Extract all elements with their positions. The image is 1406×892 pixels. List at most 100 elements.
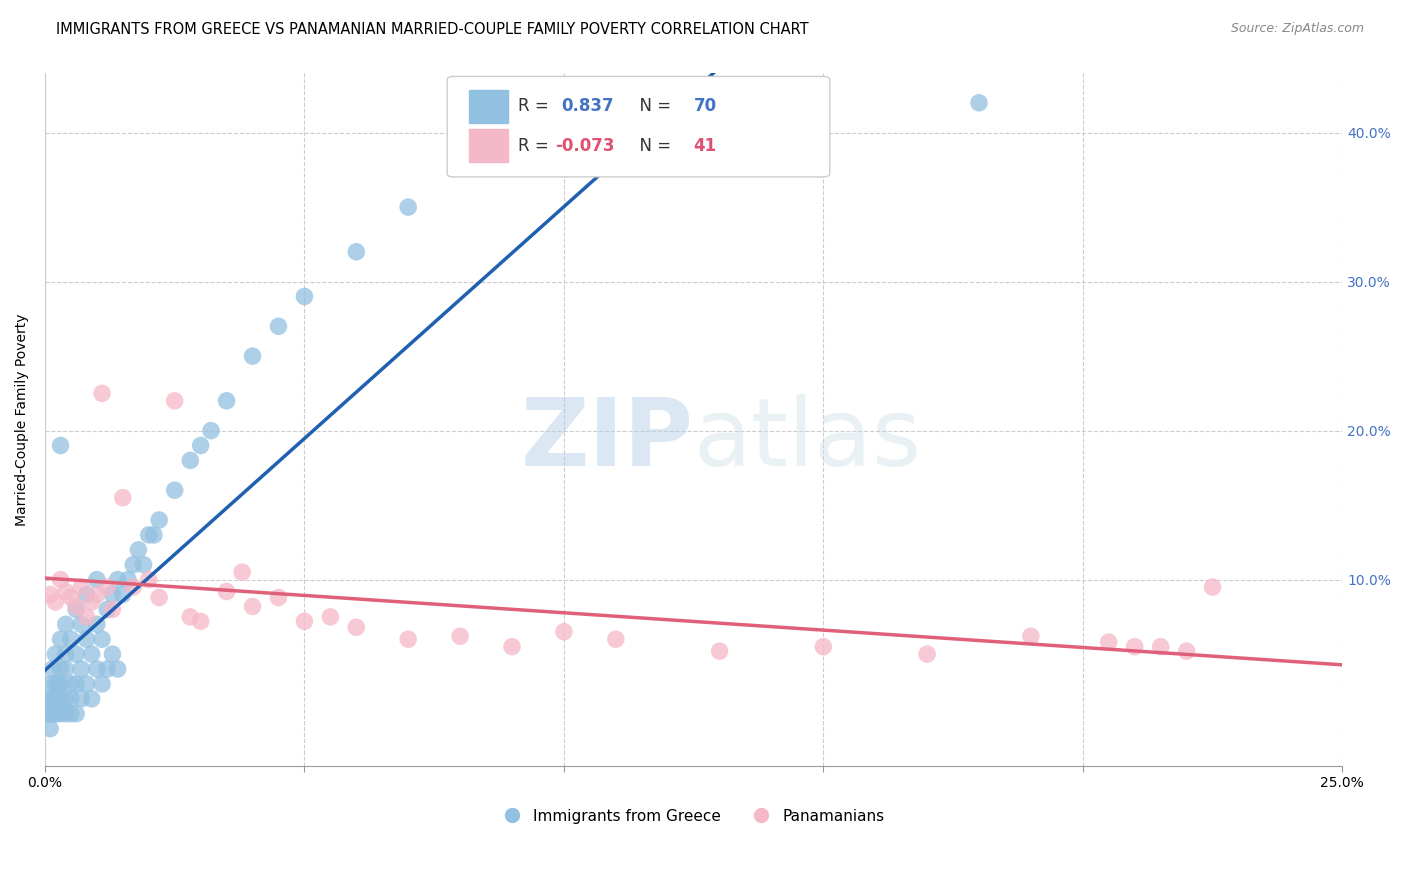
Point	[107, 662, 129, 676]
Point	[396, 200, 419, 214]
Point	[148, 591, 170, 605]
Point	[65, 647, 87, 661]
Point	[231, 565, 253, 579]
Point	[319, 610, 342, 624]
Point	[215, 584, 238, 599]
Point	[49, 677, 72, 691]
Point	[42, 662, 65, 676]
Point	[44, 647, 66, 661]
Point	[179, 610, 201, 624]
Point	[709, 644, 731, 658]
Point	[70, 617, 93, 632]
Point	[49, 691, 72, 706]
Point	[37, 706, 59, 721]
Point	[49, 706, 72, 721]
Point	[117, 573, 139, 587]
Point	[132, 558, 155, 572]
Point	[55, 662, 77, 676]
Point	[59, 632, 82, 647]
Point	[142, 528, 165, 542]
Point	[80, 691, 103, 706]
Point	[127, 542, 149, 557]
Point	[55, 584, 77, 599]
Text: R =: R =	[519, 136, 554, 154]
Y-axis label: Married-Couple Family Poverty: Married-Couple Family Poverty	[15, 313, 30, 525]
Point	[107, 573, 129, 587]
Point	[242, 349, 264, 363]
Text: 70: 70	[693, 97, 717, 115]
Point	[59, 677, 82, 691]
Point	[215, 393, 238, 408]
Point	[1123, 640, 1146, 654]
Point	[200, 424, 222, 438]
Point	[46, 677, 69, 691]
Point	[91, 632, 114, 647]
Text: ZIP: ZIP	[520, 394, 693, 486]
Point	[101, 587, 124, 601]
Point	[76, 677, 98, 691]
Point	[39, 722, 62, 736]
Text: 41: 41	[693, 136, 717, 154]
Point	[80, 647, 103, 661]
Point	[344, 620, 367, 634]
Point	[39, 706, 62, 721]
Point	[138, 528, 160, 542]
Point	[44, 706, 66, 721]
Point	[44, 691, 66, 706]
Point	[122, 580, 145, 594]
Point	[39, 587, 62, 601]
Point	[44, 706, 66, 721]
Bar	[470, 89, 508, 123]
Point	[86, 573, 108, 587]
Text: atlas: atlas	[693, 394, 922, 486]
Point	[70, 662, 93, 676]
Point	[59, 706, 82, 721]
Point	[65, 677, 87, 691]
Point	[1019, 629, 1042, 643]
Point	[76, 632, 98, 647]
Text: IMMIGRANTS FROM GREECE VS PANAMANIAN MARRIED-COUPLE FAMILY POVERTY CORRELATION C: IMMIGRANTS FROM GREECE VS PANAMANIAN MAR…	[56, 22, 808, 37]
Point	[86, 662, 108, 676]
Point	[148, 513, 170, 527]
Point	[80, 595, 103, 609]
Point	[294, 615, 316, 629]
Point	[70, 691, 93, 706]
Point	[344, 244, 367, 259]
Point	[813, 640, 835, 654]
Text: -0.073: -0.073	[555, 136, 614, 154]
Point	[967, 95, 990, 110]
Point	[55, 647, 77, 661]
Point	[59, 591, 82, 605]
Text: 0.837: 0.837	[561, 97, 614, 115]
Point	[267, 319, 290, 334]
Point	[39, 691, 62, 706]
Point	[501, 640, 523, 654]
Text: N =: N =	[628, 136, 676, 154]
Point	[111, 587, 134, 601]
Point	[76, 587, 98, 601]
Point	[55, 691, 77, 706]
Point	[55, 617, 77, 632]
Point	[55, 706, 77, 721]
Point	[396, 632, 419, 647]
Point	[96, 580, 118, 594]
Point	[39, 677, 62, 691]
Point	[294, 289, 316, 303]
Point	[76, 610, 98, 624]
Text: Source: ZipAtlas.com: Source: ZipAtlas.com	[1230, 22, 1364, 36]
Point	[65, 706, 87, 721]
Point	[163, 393, 186, 408]
Point	[605, 632, 627, 647]
Point	[49, 573, 72, 587]
Point	[242, 599, 264, 614]
Point	[44, 677, 66, 691]
Point	[1098, 635, 1121, 649]
Point	[179, 453, 201, 467]
Point	[111, 491, 134, 505]
Point	[138, 573, 160, 587]
Point	[59, 691, 82, 706]
Point	[96, 662, 118, 676]
Point	[65, 602, 87, 616]
Point	[553, 624, 575, 639]
Point	[101, 602, 124, 616]
